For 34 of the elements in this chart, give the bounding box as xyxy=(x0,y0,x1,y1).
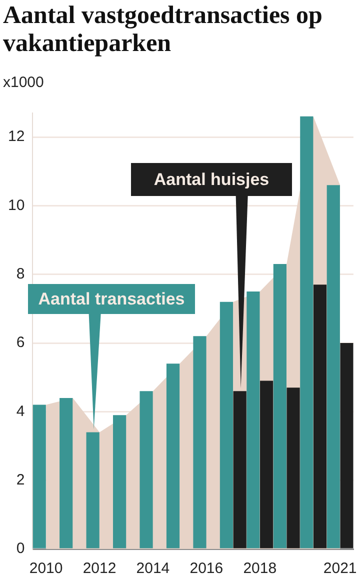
bar xyxy=(60,398,73,548)
y-tick-label: 2 xyxy=(16,471,25,488)
x-tick-label: 2014 xyxy=(136,560,170,578)
y-tick-label: 10 xyxy=(8,196,25,214)
y-tick-label: 8 xyxy=(16,265,25,282)
bar xyxy=(260,380,274,548)
bar xyxy=(193,336,206,548)
x-tick-label: 2012 xyxy=(82,560,116,578)
bar xyxy=(113,415,126,548)
bar xyxy=(32,404,46,548)
bar xyxy=(300,116,314,548)
x-tick-label: 2016 xyxy=(190,560,224,578)
bar xyxy=(233,391,246,548)
bar xyxy=(246,292,260,548)
y-tick-label: 6 xyxy=(16,334,25,352)
bar xyxy=(220,302,234,548)
y-tick-label: 4 xyxy=(16,402,25,420)
y-axis-title: x1000 xyxy=(3,74,44,91)
x-tick-label: 2018 xyxy=(243,560,277,578)
y-tick-label: 12 xyxy=(8,128,25,146)
bar xyxy=(140,391,153,548)
chart-title: Aantal vastgoedtransacties op vakantieparken xyxy=(3,2,324,58)
x-tick-label: 2010 xyxy=(29,560,63,578)
bar xyxy=(326,185,340,548)
y-tick-label: 0 xyxy=(16,540,25,558)
bar xyxy=(313,284,327,548)
bar xyxy=(340,343,354,548)
text: Aantal huisjes xyxy=(154,170,270,190)
bar xyxy=(166,364,180,548)
bar xyxy=(86,432,100,548)
x-tick-label: 2021 xyxy=(323,560,357,578)
bar xyxy=(286,388,300,548)
bar xyxy=(273,264,286,548)
series-label: Aantal transacties xyxy=(38,290,185,309)
